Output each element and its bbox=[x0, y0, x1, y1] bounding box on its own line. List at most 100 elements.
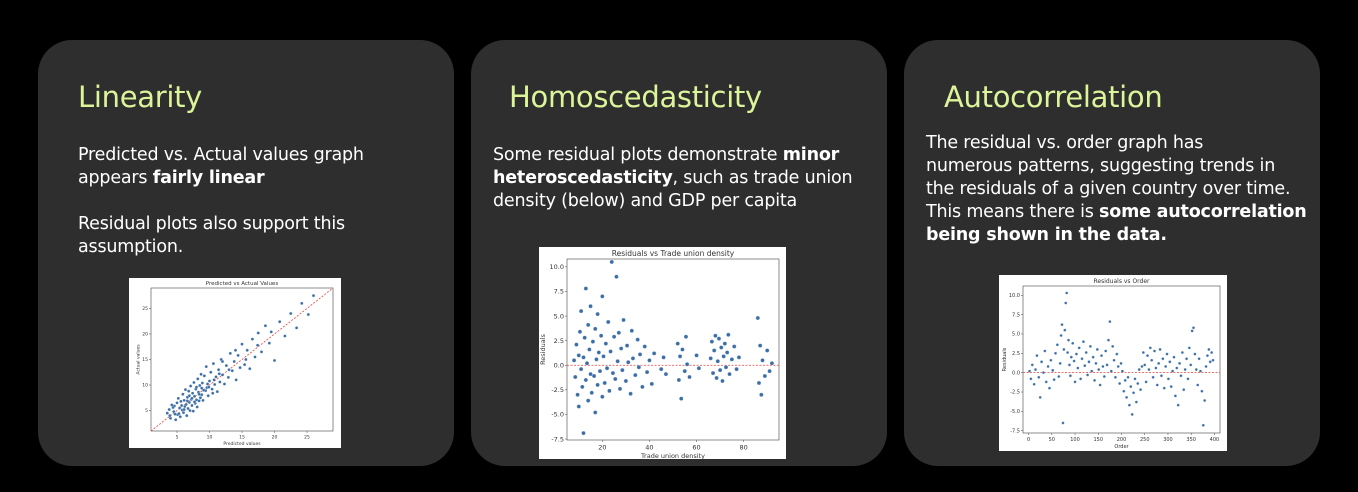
data-point bbox=[633, 372, 638, 378]
data-point bbox=[1102, 374, 1106, 379]
data-point bbox=[1108, 320, 1112, 324]
data-point bbox=[195, 405, 199, 409]
data-point bbox=[710, 370, 716, 376]
data-point bbox=[200, 386, 204, 390]
y-tick-label: -5.0 bbox=[1010, 409, 1020, 415]
data-point bbox=[174, 418, 178, 422]
data-point bbox=[652, 351, 657, 356]
data-point bbox=[205, 382, 210, 386]
data-point bbox=[1137, 368, 1141, 372]
data-point bbox=[613, 376, 618, 382]
body-emphasis: heteroscedasticity bbox=[493, 168, 673, 188]
data-point bbox=[1058, 361, 1062, 365]
data-point bbox=[1122, 389, 1126, 393]
data-point bbox=[218, 380, 222, 384]
data-point bbox=[1046, 364, 1050, 368]
data-point bbox=[640, 384, 645, 390]
body-line: The residual vs. order graph has bbox=[926, 133, 1204, 153]
data-point bbox=[714, 375, 719, 381]
data-point bbox=[187, 394, 191, 398]
data-point bbox=[178, 415, 182, 419]
data-point bbox=[311, 294, 316, 298]
data-point bbox=[1043, 349, 1047, 353]
data-point bbox=[1073, 380, 1077, 384]
data-point bbox=[172, 409, 176, 414]
data-point bbox=[1034, 368, 1038, 372]
data-point bbox=[1201, 423, 1205, 427]
data-point bbox=[272, 358, 277, 363]
data-point bbox=[1112, 358, 1116, 362]
body-line: being shown in the data. bbox=[926, 224, 1307, 247]
data-point bbox=[1198, 369, 1203, 373]
data-point bbox=[719, 345, 724, 350]
data-point bbox=[1069, 355, 1073, 359]
chart-residuals-vs-trade-union-density: Residuals vs Trade union density 20 40 60 80… bbox=[539, 247, 786, 459]
data-point bbox=[1168, 360, 1172, 364]
x-tick-label: 0 bbox=[1027, 437, 1030, 443]
data-point bbox=[1079, 377, 1083, 381]
data-point bbox=[600, 294, 605, 299]
data-point bbox=[199, 372, 203, 376]
data-point bbox=[1099, 354, 1104, 358]
data-point bbox=[1106, 338, 1111, 342]
data-point bbox=[1208, 360, 1212, 364]
body-text: , such as trade union bbox=[672, 168, 853, 188]
data-point bbox=[177, 412, 181, 416]
data-point bbox=[1125, 395, 1129, 399]
data-point bbox=[210, 387, 214, 391]
data-point bbox=[211, 361, 216, 366]
data-point bbox=[227, 368, 231, 372]
data-point bbox=[197, 392, 201, 396]
data-point bbox=[583, 377, 588, 383]
data-point bbox=[294, 326, 299, 330]
data-point bbox=[186, 406, 190, 411]
data-point bbox=[168, 414, 172, 418]
data-point bbox=[1057, 374, 1061, 379]
data-point bbox=[1165, 352, 1169, 356]
data-point bbox=[588, 304, 593, 309]
data-point bbox=[1200, 389, 1204, 393]
data-point bbox=[1126, 375, 1130, 379]
data-point bbox=[1139, 388, 1143, 392]
data-point bbox=[767, 369, 772, 374]
data-point bbox=[725, 350, 730, 355]
body-line: Predicted vs. Actual values graph bbox=[78, 145, 364, 165]
data-point bbox=[204, 365, 208, 369]
data-point bbox=[1180, 351, 1184, 355]
data-point bbox=[606, 319, 611, 325]
data-point bbox=[240, 342, 244, 346]
data-point bbox=[1175, 366, 1179, 370]
y-tick-label: -2.5 bbox=[551, 386, 564, 394]
data-point bbox=[649, 381, 654, 387]
data-point bbox=[1118, 381, 1122, 386]
data-point bbox=[1154, 366, 1158, 370]
data-point bbox=[1191, 326, 1196, 330]
data-point bbox=[190, 391, 195, 395]
data-point bbox=[200, 393, 204, 397]
data-point bbox=[200, 381, 204, 385]
data-point bbox=[712, 348, 717, 353]
x-axis-label: Order bbox=[1114, 444, 1129, 450]
data-point bbox=[1141, 351, 1145, 355]
data-point bbox=[1060, 323, 1064, 327]
data-point bbox=[1159, 374, 1163, 378]
data-point bbox=[1094, 361, 1098, 365]
data-point bbox=[1120, 369, 1124, 373]
data-point bbox=[206, 394, 210, 398]
data-point bbox=[207, 385, 211, 389]
data-point bbox=[736, 355, 742, 360]
data-point bbox=[593, 326, 598, 331]
data-point bbox=[595, 311, 600, 317]
data-point bbox=[594, 357, 599, 362]
chart-title: Residuals vs Trade union density bbox=[612, 249, 735, 258]
data-point bbox=[1038, 395, 1042, 399]
chart-title: Predicted vs Actual Values bbox=[206, 281, 279, 287]
data-point bbox=[716, 336, 722, 341]
y-tick-label: 15 bbox=[142, 357, 148, 363]
data-point bbox=[619, 346, 624, 351]
data-point bbox=[1066, 351, 1070, 355]
data-point bbox=[604, 366, 610, 371]
data-point bbox=[573, 374, 578, 380]
data-point bbox=[1151, 375, 1155, 379]
data-point bbox=[1047, 386, 1052, 390]
